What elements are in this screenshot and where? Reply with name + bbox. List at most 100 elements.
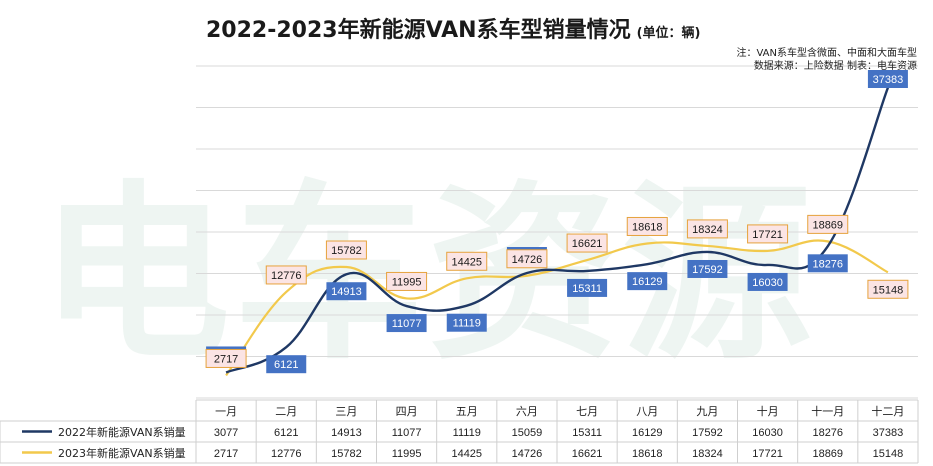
data-label-box [867,279,909,299]
tick-label: 七月 [576,405,598,418]
data-label-2022: 15311 [567,278,608,297]
data-label-box [506,249,548,269]
table-cell: 14425 [451,448,482,460]
table-cell: 17592 [692,427,723,439]
data-label-2022: 11077 [386,314,427,333]
data-label-2022: 17592 [687,259,728,278]
data-label-box [566,233,608,253]
data-label-box [627,272,668,291]
tick-label: 六月 [516,405,538,418]
tick-label: 二月 [275,405,297,418]
data-label-2022: 14913 [326,282,367,301]
table-cell: 37383 [873,427,904,439]
unit-label: (单位：辆) [636,26,701,41]
data-label-2023: 12776 [265,265,307,285]
data-label-2023: 14425 [446,251,488,271]
tick-label: 五月 [456,405,478,418]
data-label-box [626,216,668,236]
data-label-text: 15782 [331,245,362,257]
data-label-2022: 6121 [266,355,307,374]
table-cell: 16030 [752,427,783,439]
data-label-2022: 11119 [446,313,487,332]
table-cell: 3077 [214,427,238,439]
data-label-2022: 16129 [627,272,668,291]
data-label-2023: 17721 [747,224,789,244]
data-label-text: 2717 [214,353,238,365]
data-label-text: 16030 [752,277,783,289]
tick-label: 九月 [696,405,718,418]
data-label-2023: 18324 [686,219,728,239]
data-label-text: 12776 [271,270,302,282]
data-label-box [386,271,428,291]
tick-label: 三月 [335,405,357,418]
table-cell: 15782 [331,448,362,460]
data-label-text: 11119 [453,318,481,330]
tick-label: 十二月 [871,404,904,418]
note-line-1: 注：VAN系车型含微面、中面和大面车型 [736,48,917,59]
table-cell: 18324 [692,448,723,460]
data-label-2023: 15148 [867,279,909,299]
data-label-text: 6121 [274,359,298,371]
data-label-text: 17592 [692,264,723,276]
data-label-text: 15311 [572,283,602,295]
data-table: 一月 二月 三月 四月 五月 六月 七月 八月 九月 十月 十一月 十二月 2022年新能源VAN系销量… [0,399,919,464]
data-label-text: 37383 [873,74,904,86]
data-label-text: 18869 [812,219,843,231]
table-cell: 15311 [572,427,602,439]
data-label-box [686,219,728,239]
data-label-box [326,282,367,301]
data-label-text: 18324 [692,224,723,236]
data-label-text: 18618 [632,221,663,233]
table-cell: 11119 [453,427,481,439]
data-label-box [205,348,247,368]
data-label-text: 18276 [812,258,843,270]
series-2022-line [225,87,890,374]
tick-label: 十月 [757,404,779,418]
table-cell: 17721 [752,448,783,460]
data-label-2022: 16030 [747,272,788,291]
data-label-text: 11995 [392,276,422,288]
legend-entry: 2023年新能源VAN系销量 [58,446,186,460]
data-label-2023: 11995 [386,271,428,291]
table-cell: 14726 [512,448,543,460]
data-label-2023: 2717 [205,348,247,368]
gridlines [196,65,918,399]
table-cell: 2717 [214,448,238,460]
tick-label: 八月 [636,405,658,418]
tick-label: 一月 [215,405,237,418]
table-cell: 18869 [812,448,843,460]
legend-entry: 2022年新能源VAN系销量 [58,425,186,439]
table-cell: 15148 [873,448,904,460]
data-label-2022: 18276 [807,254,848,273]
table-cell: 16621 [572,448,603,460]
series-lines [225,87,890,377]
data-label-text: 17721 [752,229,783,241]
data-label-box [446,251,488,271]
data-label-text: 16621 [572,238,603,250]
data-label-2023: 18869 [807,214,849,234]
table-cell: 15059 [512,427,543,439]
data-label-2022: 37383 [867,70,908,88]
data-labels: 3077612114913110771111915059153111612917… [205,70,909,374]
tick-label: 四月 [396,405,418,418]
data-label-box [446,313,487,332]
note-line-2: 数据来源：上险数据 制表：电车资源 [753,61,917,72]
table-cell: 14913 [331,427,362,439]
table-cell: 11995 [392,448,422,460]
data-label-box [266,355,307,374]
data-label-box [747,272,788,291]
data-label-box [265,265,307,285]
data-label-text: 14913 [331,286,362,298]
data-label-text: 14425 [451,256,482,268]
data-label-text: 14726 [512,254,543,266]
data-label-text: 16129 [632,276,663,288]
table-cell: 18618 [632,448,663,460]
data-label-box [687,259,728,278]
data-label-box [867,70,908,88]
data-label-box [747,224,789,244]
data-label-2023: 16621 [566,233,608,253]
data-label-box [567,278,608,297]
series-2023-line [225,239,889,377]
tick-label: 十一月 [811,404,844,418]
data-label-box [807,254,848,273]
